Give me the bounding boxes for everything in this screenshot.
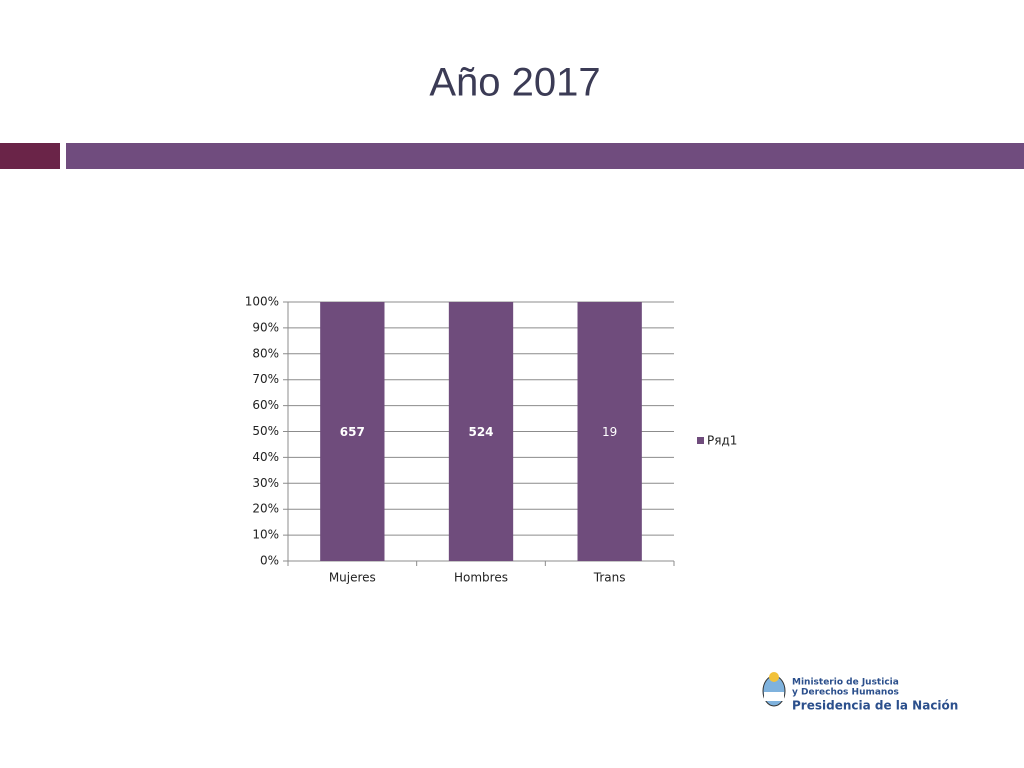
y-tick-label: 70% bbox=[252, 372, 279, 386]
bar bbox=[320, 302, 385, 561]
data-label: 524 bbox=[468, 425, 493, 439]
y-tick-label: 80% bbox=[252, 346, 279, 360]
y-tick-label: 10% bbox=[252, 528, 279, 542]
y-tick-label: 30% bbox=[252, 476, 279, 490]
bar bbox=[577, 302, 642, 561]
x-tick-label: Mujeres bbox=[329, 571, 376, 585]
data-label: 19 bbox=[602, 425, 617, 439]
y-tick-label: 20% bbox=[252, 502, 279, 516]
y-tick-label: 0% bbox=[260, 554, 279, 568]
x-tick-label: Trans bbox=[593, 571, 626, 585]
emblem-sun bbox=[769, 672, 779, 682]
legend-label: Ряд1 bbox=[707, 434, 737, 448]
header-band bbox=[66, 143, 1024, 169]
header-accent bbox=[0, 143, 60, 169]
data-label: 657 bbox=[340, 425, 365, 439]
bar bbox=[448, 302, 514, 561]
y-tick-label: 100% bbox=[245, 295, 279, 309]
logo-line: Ministerio de Justicia bbox=[792, 678, 899, 688]
chart-title: Año 2017 bbox=[429, 61, 600, 105]
x-tick-label: Hombres bbox=[454, 571, 508, 585]
logo-line: Presidencia de la Nación bbox=[792, 699, 958, 713]
logo: Ministerio de Justicia y Derechos Humano… bbox=[762, 672, 958, 713]
emblem-band bbox=[764, 692, 784, 701]
y-tick-label: 60% bbox=[252, 398, 279, 412]
y-tick-label: 40% bbox=[252, 450, 279, 464]
logo-line: y Derechos Humanos bbox=[792, 688, 899, 698]
y-tick-label: 90% bbox=[252, 320, 279, 334]
legend-swatch bbox=[697, 437, 704, 444]
y-tick-label: 50% bbox=[252, 424, 279, 438]
